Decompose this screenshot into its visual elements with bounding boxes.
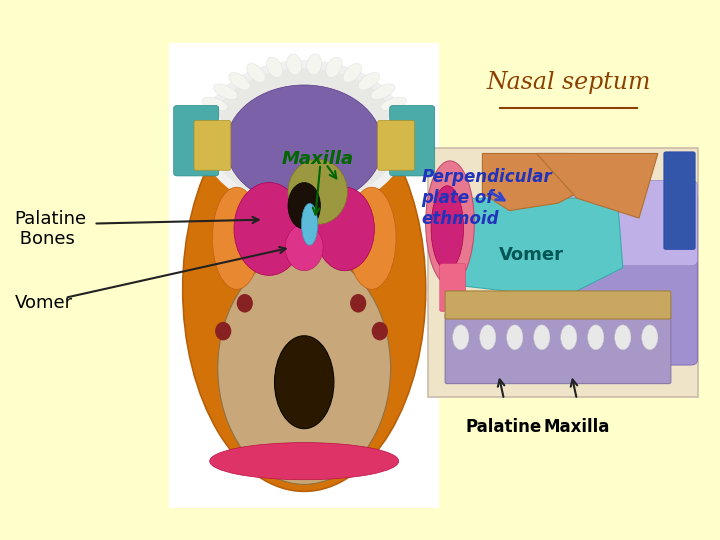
FancyBboxPatch shape	[390, 105, 435, 176]
Polygon shape	[536, 153, 658, 218]
FancyBboxPatch shape	[174, 105, 219, 176]
FancyBboxPatch shape	[169, 43, 439, 508]
Text: Maxilla: Maxilla	[282, 150, 354, 168]
Ellipse shape	[214, 84, 238, 99]
Ellipse shape	[387, 111, 414, 124]
Ellipse shape	[229, 72, 250, 90]
Ellipse shape	[307, 54, 322, 75]
Ellipse shape	[534, 325, 550, 350]
Ellipse shape	[359, 72, 379, 90]
Ellipse shape	[343, 64, 361, 83]
Ellipse shape	[230, 92, 379, 161]
Ellipse shape	[210, 443, 399, 480]
Ellipse shape	[371, 84, 395, 99]
FancyBboxPatch shape	[440, 264, 466, 312]
Ellipse shape	[202, 97, 228, 111]
FancyBboxPatch shape	[428, 148, 698, 397]
Ellipse shape	[315, 187, 374, 271]
Ellipse shape	[507, 325, 523, 350]
Ellipse shape	[561, 325, 577, 350]
FancyBboxPatch shape	[543, 193, 698, 365]
Ellipse shape	[302, 204, 318, 245]
Ellipse shape	[372, 322, 388, 340]
Ellipse shape	[325, 57, 342, 77]
Ellipse shape	[234, 183, 304, 275]
Ellipse shape	[218, 252, 390, 484]
Ellipse shape	[426, 161, 474, 285]
Ellipse shape	[381, 97, 407, 111]
Ellipse shape	[183, 87, 426, 491]
Text: Palatine
 Bones: Palatine Bones	[14, 210, 86, 248]
Text: Perpendicular
plate of
ethmoid: Perpendicular plate of ethmoid	[421, 168, 552, 228]
Ellipse shape	[266, 57, 283, 77]
FancyBboxPatch shape	[194, 120, 230, 170]
Ellipse shape	[431, 186, 464, 270]
Text: Vomer: Vomer	[14, 294, 73, 312]
Ellipse shape	[194, 111, 221, 124]
Ellipse shape	[642, 325, 658, 350]
Ellipse shape	[288, 159, 347, 224]
Ellipse shape	[480, 325, 496, 350]
Polygon shape	[455, 198, 623, 298]
Ellipse shape	[226, 85, 382, 206]
Ellipse shape	[247, 64, 266, 83]
Ellipse shape	[274, 336, 334, 429]
Ellipse shape	[588, 325, 604, 350]
Ellipse shape	[212, 187, 261, 289]
Text: Palatine: Palatine	[466, 418, 542, 436]
Ellipse shape	[202, 62, 407, 211]
FancyBboxPatch shape	[664, 152, 696, 249]
FancyBboxPatch shape	[445, 313, 671, 383]
Text: Vomer: Vomer	[498, 246, 564, 264]
Ellipse shape	[350, 294, 366, 313]
Ellipse shape	[287, 54, 302, 75]
FancyBboxPatch shape	[445, 291, 671, 319]
Ellipse shape	[615, 325, 631, 350]
Ellipse shape	[288, 183, 320, 229]
Text: Maxilla: Maxilla	[544, 418, 610, 436]
Ellipse shape	[347, 187, 396, 289]
Polygon shape	[482, 153, 577, 211]
Ellipse shape	[215, 322, 231, 340]
Text: Nasal septum: Nasal septum	[487, 71, 651, 94]
Ellipse shape	[285, 224, 323, 271]
FancyBboxPatch shape	[377, 120, 415, 170]
Ellipse shape	[453, 325, 469, 350]
Ellipse shape	[237, 294, 253, 313]
FancyBboxPatch shape	[543, 180, 698, 266]
